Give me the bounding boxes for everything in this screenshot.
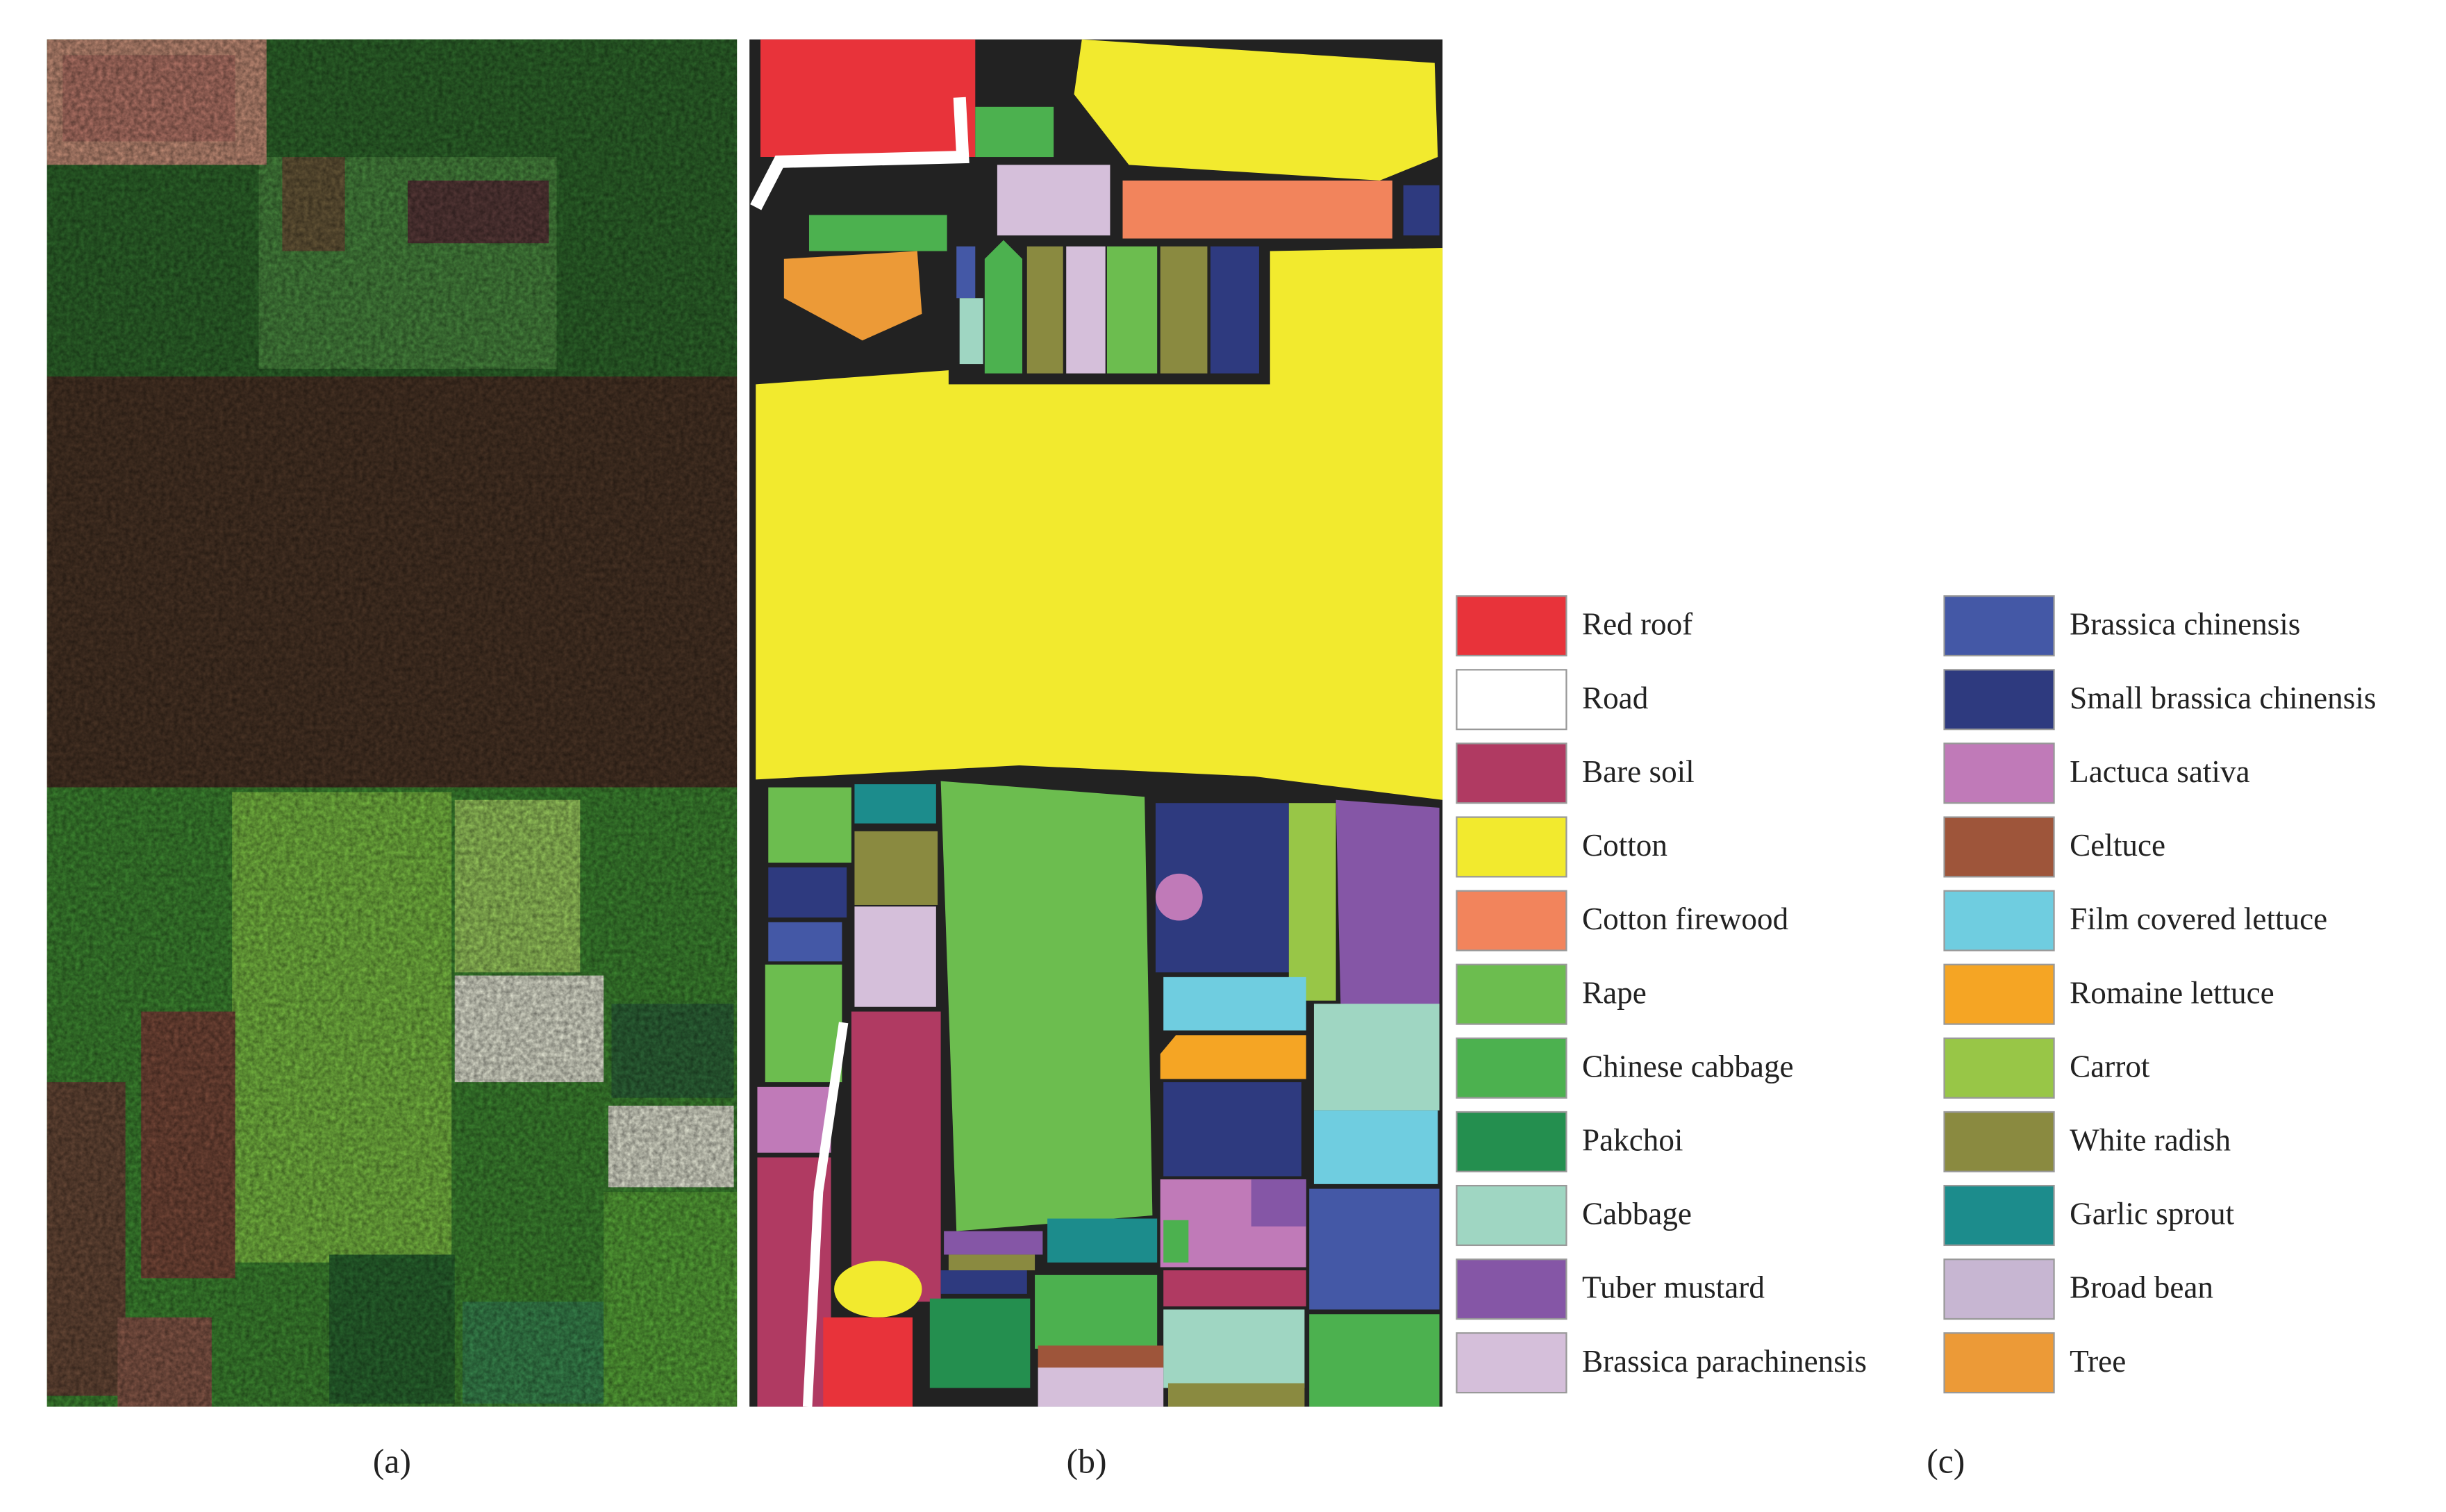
- legend-label: Lactuca sativa: [2070, 754, 2249, 789]
- legend-label: Tuber mustard: [1582, 1270, 1765, 1305]
- legend-swatch: [1456, 1184, 1567, 1247]
- legend-label: Film covered lettuce: [2070, 902, 2327, 936]
- legend-label: Small brassica chinensis: [2070, 681, 2376, 715]
- legend-label: Garlic sprout: [2070, 1197, 2234, 1231]
- legend-swatch: [1943, 742, 2055, 804]
- legend-swatch: [1456, 816, 1567, 878]
- legend-swatch: [1943, 816, 2055, 878]
- legend-swatch: [1456, 742, 1567, 804]
- legend-label: White radish: [2070, 1123, 2231, 1158]
- legend-label: Celtuce: [2070, 828, 2165, 863]
- captions: (a) (b) (c): [373, 1442, 1965, 1480]
- legend-label: Cotton firewood: [1582, 902, 1789, 936]
- legend-swatch: [1456, 669, 1567, 731]
- legend-label: Chinese cabbage: [1582, 1049, 1794, 1083]
- legend-label: Broad bean: [2070, 1270, 2213, 1305]
- legend-swatch: [1943, 669, 2055, 731]
- legend-swatch: [1943, 1037, 2055, 1099]
- legend-swatch: [1456, 1332, 1567, 1394]
- ground-truth-map: [749, 39, 1443, 1407]
- legend-swatch: [1943, 1258, 2055, 1320]
- legend-swatch: [1943, 963, 2055, 1025]
- panel-label: (c): [1927, 1442, 1965, 1480]
- legend-swatch: [1456, 963, 1567, 1025]
- legend-swatch: [1456, 595, 1567, 657]
- panel-label: (a): [373, 1442, 411, 1480]
- legend-label: Romaine lettuce: [2070, 975, 2274, 1010]
- legend-swatch: [1943, 595, 2055, 657]
- legend-swatch: [1943, 1111, 2055, 1172]
- legend-label: Brassica chinensis: [2070, 607, 2300, 642]
- legend-label: Cotton: [1582, 828, 1667, 863]
- aerial-image: [47, 39, 738, 1407]
- legend-label: Red roof: [1582, 607, 1693, 642]
- legend-swatch: [1456, 890, 1567, 952]
- legend-label: Road: [1582, 681, 1649, 715]
- panel-label: (b): [1067, 1442, 1107, 1480]
- legend-swatch: [1943, 1184, 2055, 1247]
- legend-label: Bare soil: [1582, 754, 1695, 789]
- legend-swatch: [1943, 1332, 2055, 1394]
- legend-label: Pakchoi: [1582, 1123, 1683, 1158]
- legend-label: Cabbage: [1582, 1197, 1692, 1231]
- legend-label: Tree: [2070, 1344, 2126, 1379]
- legend-swatch: [1943, 890, 2055, 952]
- legend-label: Brassica parachinensis: [1582, 1344, 1867, 1379]
- legend-swatch: [1456, 1037, 1567, 1099]
- legend-label: Rape: [1582, 975, 1647, 1010]
- legend-swatch: [1456, 1258, 1567, 1320]
- legend: Red roof Road Bare soil Cotton Cotton firewo…: [1456, 595, 2376, 1394]
- legend-label: Carrot: [2070, 1049, 2150, 1083]
- legend-swatch: [1456, 1111, 1567, 1172]
